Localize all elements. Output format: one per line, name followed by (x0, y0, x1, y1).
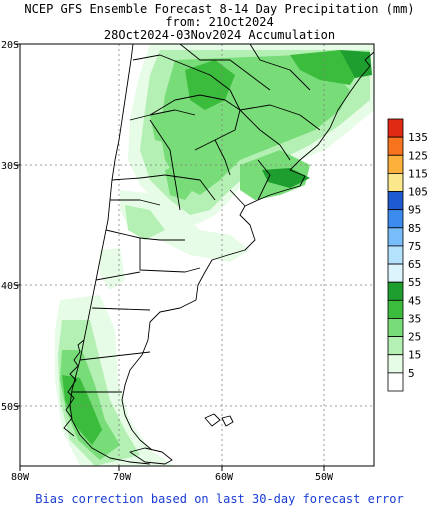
legend-label: 125 (408, 149, 428, 162)
forecast-start-date: from: 21Oct2024 (165, 15, 274, 29)
legend-swatch (387, 191, 404, 211)
legend-swatch (387, 245, 404, 265)
legend-label: 45 (408, 294, 421, 307)
legend-swatch (387, 227, 404, 247)
map-title: NCEP GFS Ensemble Forecast 8-14 Day Prec… (24, 2, 415, 16)
legend-label: 105 (408, 186, 428, 199)
legend-swatch (387, 318, 404, 338)
lat-label-20s: 20S (1, 40, 19, 51)
accumulation-period: 28Oct2024-03Nov2024 Accumulation (103, 28, 336, 42)
legend-swatch (387, 263, 404, 283)
precip-legend: 135 125 115 105 95 85 75 65 55 45 35 25 15 5 (387, 118, 428, 392)
precip-shading (55, 44, 374, 466)
lon-label-60w: 60W (215, 472, 234, 483)
lat-label-40s: 40S (1, 281, 19, 292)
map-border (19, 43, 375, 467)
legend-swatch (387, 172, 404, 192)
legend-label: 115 (408, 167, 428, 180)
coastlines-and-borders (63, 44, 374, 465)
legend-swatch (387, 118, 404, 138)
legend-label: 55 (408, 276, 421, 289)
legend-label: 35 (408, 312, 421, 325)
legend-swatch (387, 299, 404, 319)
lat-label-50s: 50S (1, 402, 19, 413)
legend-label: 85 (408, 222, 421, 235)
lon-label-80w: 80W (11, 472, 30, 483)
legend-label: 135 (408, 131, 428, 144)
legend-swatch (387, 354, 404, 374)
legend-label: 65 (408, 258, 421, 271)
axis-ticks (15, 43, 325, 471)
legend-swatch (387, 136, 404, 156)
legend-swatch (387, 336, 404, 356)
legend-swatch (387, 209, 404, 229)
lon-label-70w: 70W (113, 472, 132, 483)
latitude-labels: 20S 30S 40S 50S (1, 40, 19, 413)
legend-swatch (387, 372, 404, 392)
legend-swatch (387, 281, 404, 301)
legend-label: 15 (408, 349, 421, 362)
gridlines (20, 44, 374, 466)
bias-correction-note: Bias correction based on last 30-day for… (35, 492, 404, 506)
legend-label: 5 (408, 367, 415, 380)
lat-label-30s: 30S (1, 161, 19, 172)
legend-label: 75 (408, 240, 421, 253)
legend-label: 25 (408, 331, 421, 344)
legend-swatch (387, 154, 404, 174)
legend-label: 95 (408, 204, 421, 217)
lon-label-50w: 50W (315, 472, 334, 483)
longitude-labels: 80W 70W 60W 50W (11, 472, 334, 483)
